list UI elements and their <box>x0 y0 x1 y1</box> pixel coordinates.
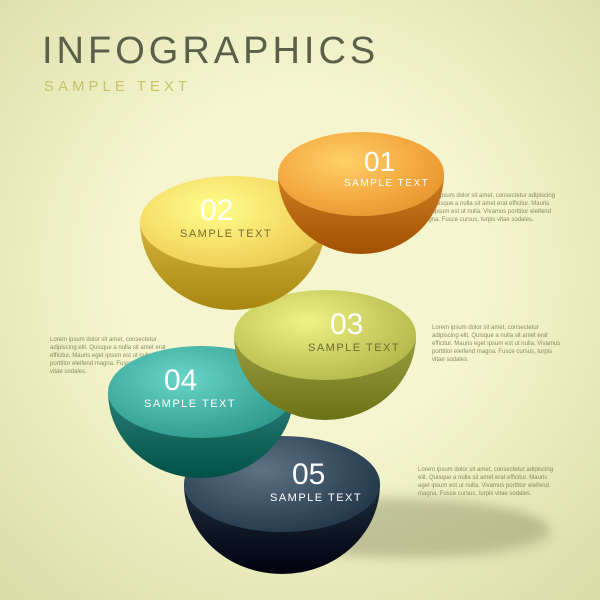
lorem-block: Lorem ipsum dolor sit amet, consectetur … <box>418 466 558 498</box>
disc-label: SAMPLE TEXT <box>270 492 362 504</box>
disc-label: SAMPLE TEXT <box>144 398 236 410</box>
page-subtitle: SAMPLE TEXT <box>44 78 191 95</box>
page-title: INFOGRAPHICS <box>42 30 379 73</box>
disc-label: SAMPLE TEXT <box>180 228 272 240</box>
disc-number: 02 <box>200 194 233 228</box>
disc-01: 01SAMPLE TEXT <box>278 132 444 216</box>
disc-top <box>278 132 444 216</box>
disc-number: 03 <box>330 308 363 342</box>
disc-number: 01 <box>364 146 395 178</box>
infographic-canvas: INFOGRAPHICS SAMPLE TEXT 05SAMPLE TEXT04… <box>0 0 600 600</box>
disc-number: 05 <box>292 458 325 492</box>
disc-label: SAMPLE TEXT <box>344 178 429 189</box>
lorem-block: Lorem ipsum dolor sit amet, consectetur … <box>432 324 562 364</box>
disc-label: SAMPLE TEXT <box>308 342 400 354</box>
disc-number: 04 <box>164 364 197 398</box>
